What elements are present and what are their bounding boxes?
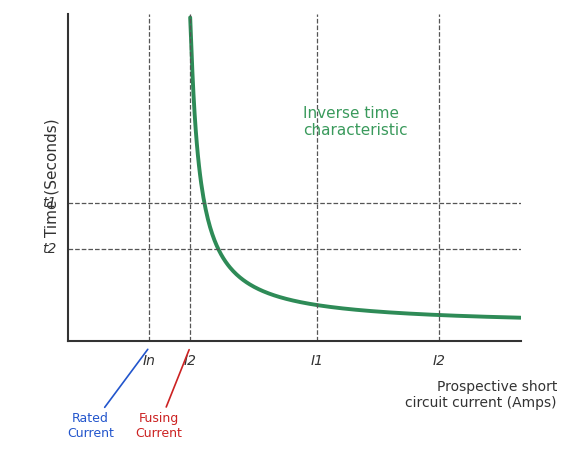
Text: Inverse time
characteristic: Inverse time characteristic xyxy=(303,105,408,138)
Text: I1: I1 xyxy=(311,354,323,368)
Text: Rated
Current: Rated Current xyxy=(67,350,148,440)
Text: Prospective short
circuit current (Amps): Prospective short circuit current (Amps) xyxy=(405,380,557,410)
Text: t2: t2 xyxy=(42,242,57,256)
Text: t1: t1 xyxy=(42,196,57,210)
Text: Fusing
Current: Fusing Current xyxy=(135,350,189,440)
Text: I2: I2 xyxy=(433,354,445,368)
Text: I2: I2 xyxy=(184,354,196,368)
Y-axis label: Time (Seconds): Time (Seconds) xyxy=(45,118,59,236)
Text: In: In xyxy=(143,354,156,368)
